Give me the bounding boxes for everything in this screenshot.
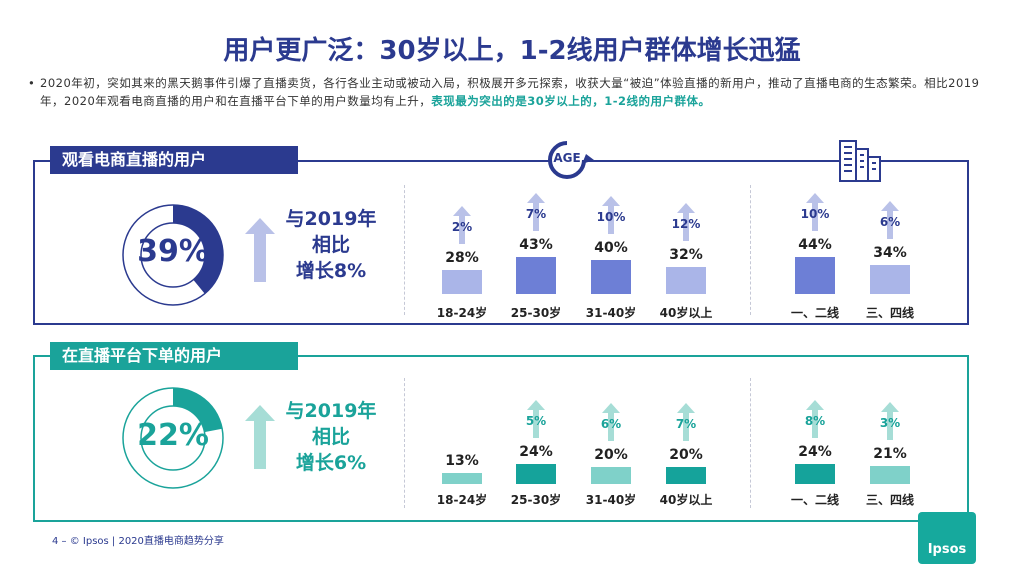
bar [795,464,835,484]
bar [795,257,835,294]
growth-arrow-icon [806,193,824,231]
bar-value-label: 34% [873,245,907,261]
donut-arc [123,205,223,305]
category-label: 18-24岁 [436,306,488,320]
bar-value-label: 40% [594,240,628,256]
age-refresh-icon [548,141,594,179]
growth-label: 3% [879,416,901,430]
bar-value-label: 24% [798,444,832,460]
growth-arrow-icon [602,196,620,234]
bar [870,265,910,294]
compare-line: 增长6% [295,452,367,474]
overall-viewers-value: 39% [137,234,209,269]
growth-label: 2% [451,220,473,234]
buildings-icon [839,140,881,182]
growth-label: 7% [675,417,697,431]
panel-buyers [33,355,969,522]
age-badge-label: AGE [553,151,581,165]
bar-value-label: 20% [594,447,628,463]
intro-text: 2020年初，突如其来的黑天鹅事件引爆了直播卖货，各行各业主动或被动入局，积极展… [40,76,980,108]
compare-line: 增长8% [295,260,367,282]
growth-label: 12% [671,217,701,231]
bar [591,260,631,294]
donut-viewers [122,204,224,306]
compare-line: 与2019年 [285,208,377,230]
donut-buyers [122,387,224,489]
bar-value-label: 20% [669,447,703,463]
bar-value-label: 24% [519,444,553,460]
growth-arrow-icon [602,403,620,441]
separator [750,185,751,315]
category-label: 31-40岁 [585,493,637,507]
growth-arrow-icon [806,400,824,438]
growth-arrow-icon [677,203,695,241]
growth-arrow-icon [245,218,275,282]
compare-line: 相比 [311,426,350,448]
ipsos-logo: Ipsos [918,512,976,564]
category-label: 40岁以上 [659,493,713,507]
bar [666,467,706,484]
category-label: 40岁以上 [659,306,713,320]
intro-bullet: • [28,76,36,90]
bar [442,473,482,484]
bar [516,464,556,484]
bar-value-label: 44% [798,237,832,253]
panel-viewers [33,160,969,325]
category-label: 三、四线 [865,306,914,320]
separator [404,378,405,508]
growth-label: 10% [800,207,830,221]
donut-arc [123,388,223,488]
growth-arrow-icon [527,400,545,438]
compare-line: 与2019年 [285,400,377,422]
bar-value-label: 21% [873,446,907,462]
category-label: 三、四线 [865,493,914,507]
bar-value-label: 43% [519,237,553,253]
growth-arrow-icon [677,403,695,441]
growth-label: 10% [596,210,626,224]
compare-line: 相比 [311,234,350,256]
category-label: 31-40岁 [585,306,637,320]
growth-label: 7% [525,207,547,221]
growth-arrow-icon [881,201,899,239]
compare-viewers: 与2019年 相比 增长8% [276,206,386,284]
bar-value-label: 32% [669,247,703,263]
bar [442,270,482,294]
page-title: 用户更广泛：30岁以上，1-2线用户群体增长迅猛 [223,36,801,66]
panel-buyers-title: 在直播平台下单的用户 [50,342,298,370]
bar-value-label: 28% [445,250,479,266]
category-label: 一、二线 [790,493,839,507]
growth-arrow-icon [245,405,275,469]
intro-paragraph: • 2020年初，突如其来的黑天鹅事件引爆了直播卖货，各行各业主动或被动入局，积… [28,74,990,110]
category-label: 25-30岁 [510,493,562,507]
intro-highlight: 表现最为突出的是30岁以上的，1-2线的用户群体。 [431,94,711,108]
panel-viewers-title: 观看电商直播的用户 [50,146,298,174]
growth-arrow-icon [527,193,545,231]
bar-value-label: 13% [445,453,479,469]
bar [666,267,706,294]
footer: 4 – © Ipsos | 2020直播电商趋势分享 [52,536,224,547]
category-label: 18-24岁 [436,493,488,507]
growth-label: 6% [600,417,622,431]
category-label: 一、二线 [790,306,839,320]
bar [516,257,556,294]
growth-arrow-icon [453,206,471,244]
separator [404,185,405,315]
separator [750,378,751,508]
growth-label: 5% [525,414,547,428]
bar [591,467,631,484]
compare-buyers: 与2019年 相比 增长6% [276,398,386,476]
growth-label: 8% [804,414,826,428]
bar [870,466,910,484]
growth-arrow-icon [881,402,899,440]
overall-buyers-value: 22% [137,418,209,453]
category-label: 25-30岁 [510,306,562,320]
growth-label: 6% [879,215,901,229]
